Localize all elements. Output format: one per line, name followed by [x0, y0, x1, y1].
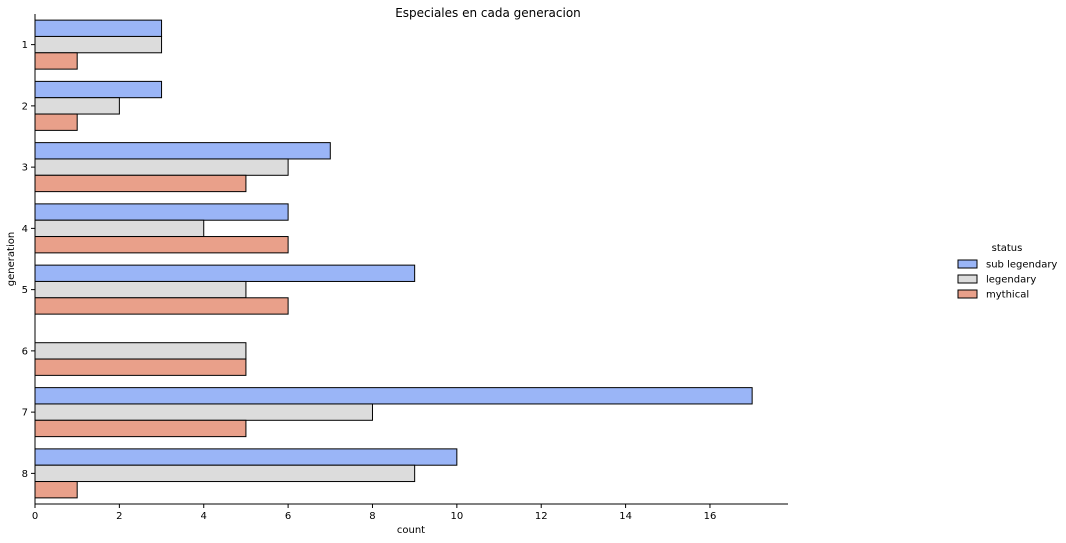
x-tick-label: 12 — [535, 511, 548, 522]
legend-label-mythical: mythical — [986, 290, 1029, 301]
x-axis-label: count — [397, 525, 425, 536]
legend-swatch-mythical — [957, 289, 978, 299]
bars-group — [34, 19, 753, 499]
legend-swatch-legendary — [957, 274, 978, 284]
legend-label-sub-legendary: sub legendary — [986, 260, 1057, 271]
bar-gen7-legendary — [34, 403, 373, 421]
y-tick-label-gen6: 6 — [22, 346, 28, 357]
y-tick-label-gen1: 1 — [22, 40, 28, 51]
y-tick-label-gen7: 7 — [22, 408, 28, 419]
legend: status sub legendary legendary mythical — [957, 243, 1057, 301]
bar-gen1-legendary — [34, 35, 163, 54]
bar-gen8-sub-legendary — [34, 448, 458, 466]
x-tick-label: 4 — [201, 511, 207, 522]
legend-label-legendary: legendary — [986, 275, 1036, 286]
bar-gen6-mythical — [34, 358, 247, 376]
x-tick-label: 6 — [285, 511, 291, 522]
y-tick-label-gen8: 8 — [22, 469, 28, 480]
bar-gen1-sub-legendary — [34, 19, 163, 37]
axes-group — [34, 14, 788, 505]
y-tick-label-gen4: 4 — [22, 224, 28, 235]
bar-gen3-legendary — [34, 158, 289, 176]
bar-gen8-legendary — [34, 464, 416, 483]
x-ticks-group: 0 2 4 6 8 10 12 14 16 — [32, 504, 717, 522]
bar-gen4-mythical — [34, 236, 289, 254]
y-tick-label-gen5: 5 — [22, 285, 28, 296]
x-tick-label: 16 — [704, 511, 717, 522]
bar-gen4-sub-legendary — [34, 203, 289, 221]
bar-gen2-legendary — [34, 97, 120, 115]
y-ticks-group: 1 2 3 4 5 6 7 8 — [22, 40, 35, 480]
y-tick-label-gen3: 3 — [22, 163, 28, 174]
bar-gen6-legendary — [34, 342, 247, 360]
bar-gen5-mythical — [34, 297, 289, 315]
x-tick-label: 0 — [32, 511, 38, 522]
bar-gen7-mythical — [34, 419, 247, 438]
legend-title: status — [992, 243, 1023, 254]
bar-gen1-mythical — [34, 52, 78, 70]
legend-swatch-sub-legendary — [957, 259, 978, 269]
bar-gen3-mythical — [34, 174, 247, 193]
x-tick-label: 10 — [450, 511, 463, 522]
x-tick-label: 8 — [369, 511, 375, 522]
chart-title: Especiales en cada generacion — [395, 6, 581, 20]
bar-gen8-mythical — [34, 481, 78, 499]
x-tick-label: 14 — [619, 511, 632, 522]
bar-gen5-legendary — [34, 280, 247, 299]
x-tick-label: 2 — [116, 511, 122, 522]
bar-gen2-sub-legendary — [34, 80, 163, 99]
bar-gen4-legendary — [34, 219, 205, 238]
y-tick-label-gen2: 2 — [22, 101, 28, 112]
bar-gen3-sub-legendary — [34, 142, 331, 160]
bar-gen5-sub-legendary — [34, 264, 416, 282]
bar-gen2-mythical — [34, 113, 78, 131]
y-axis-label: generation — [6, 232, 17, 286]
bar-gen7-sub-legendary — [34, 387, 753, 405]
